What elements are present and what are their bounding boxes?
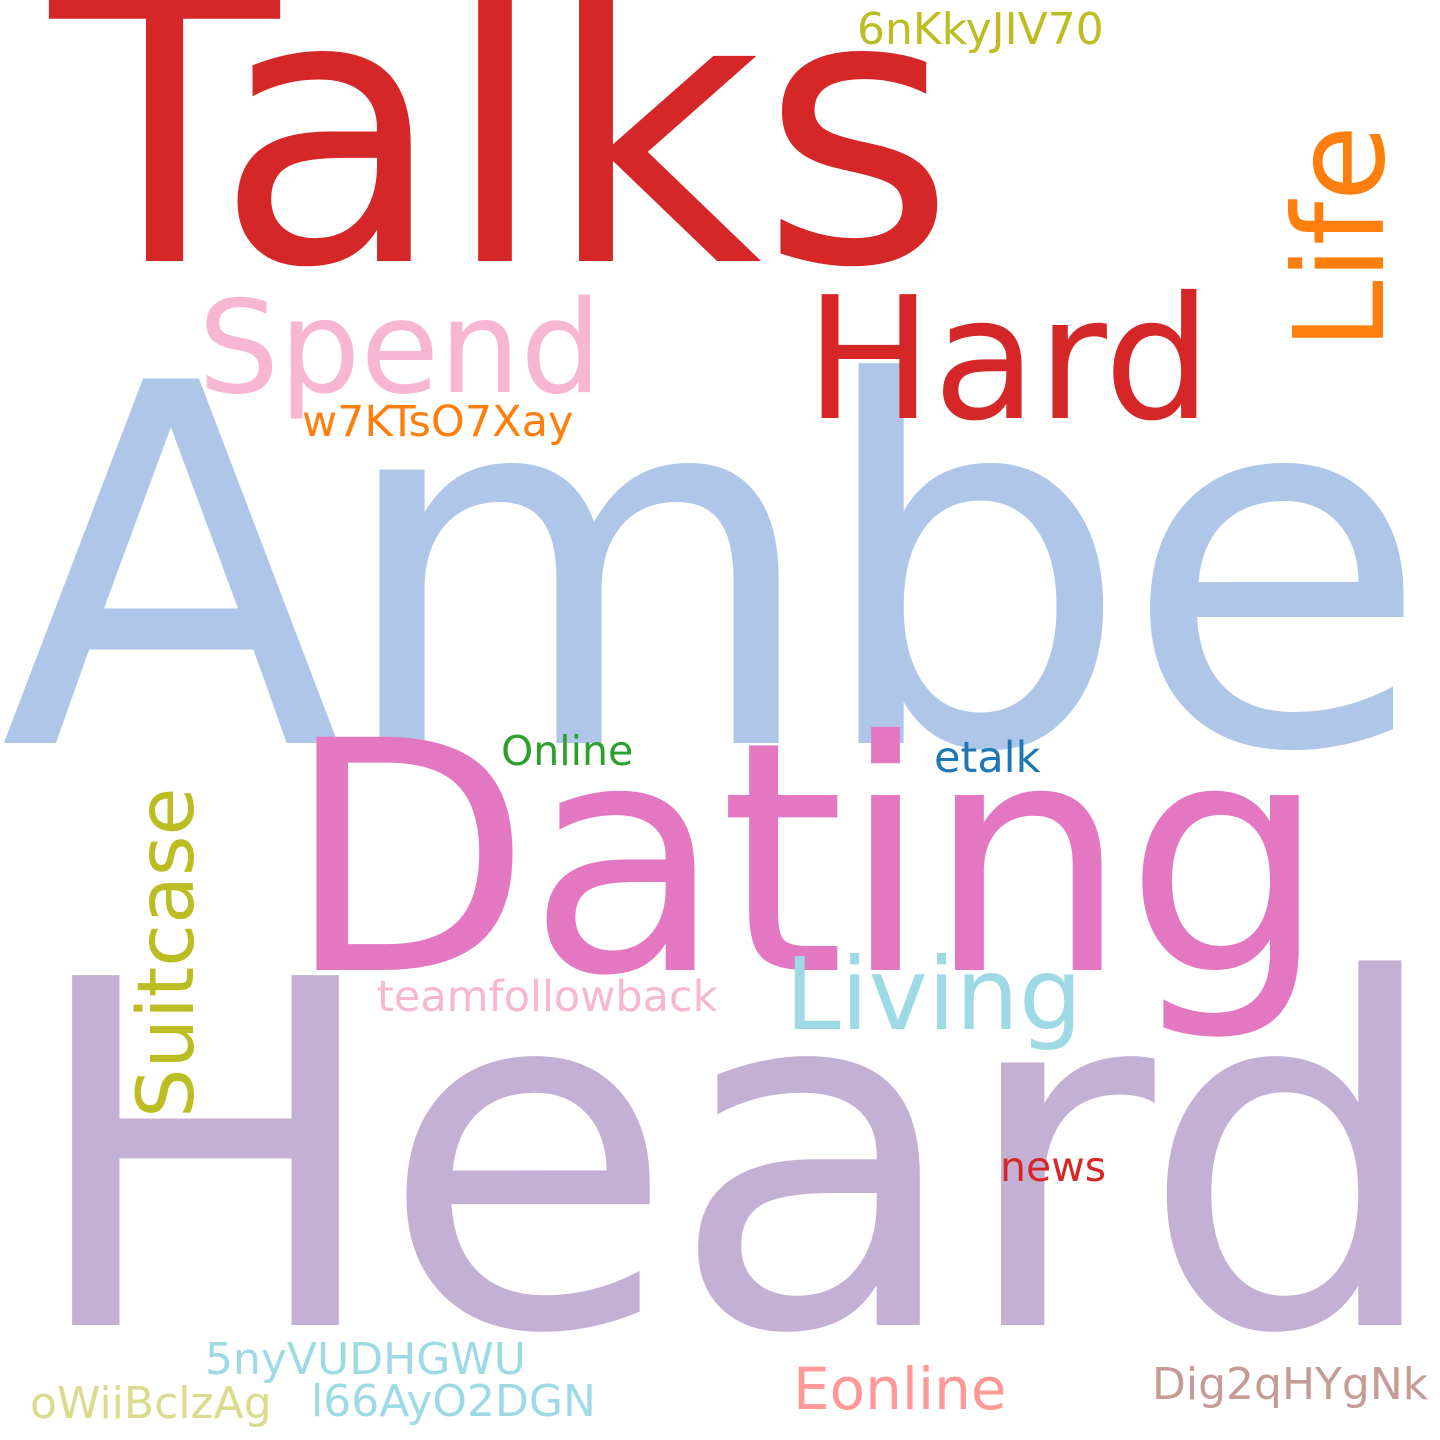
word-l66ayo2dgn: l66AyO2DGN <box>311 1376 596 1427</box>
word-w7ktso7xay: w7KTsO7Xay <box>302 397 574 447</box>
word-heard: Heard <box>25 880 1440 1439</box>
word-6nkkyjiv70: 6nKkyJIV70 <box>857 4 1104 55</box>
word-news: news <box>1000 1143 1107 1191</box>
word-living: Living <box>785 936 1083 1053</box>
word-online: Online <box>501 727 634 775</box>
word-owiibclzag: oWiiBclzAg <box>30 1378 272 1429</box>
word-dating: Dating <box>285 674 1328 1046</box>
word-spend: Spend <box>198 274 602 423</box>
word-dig2qhygnk: Dig2qHYgNk <box>1152 1359 1429 1410</box>
word-life: Life <box>1268 124 1413 350</box>
word-etalk: etalk <box>934 733 1041 783</box>
word-amber: Amber <box>0 279 1440 861</box>
word-suitcase: Suitcase <box>122 787 212 1118</box>
word-teamfollowback: teamfollowback <box>377 972 718 1022</box>
word-eonline: Eonline <box>793 1355 1007 1423</box>
word-talks: Talks <box>50 0 956 350</box>
word-5nyvudhgwu: 5nyVUDHGWU <box>205 1334 526 1385</box>
word-hard: Hard <box>805 261 1212 459</box>
